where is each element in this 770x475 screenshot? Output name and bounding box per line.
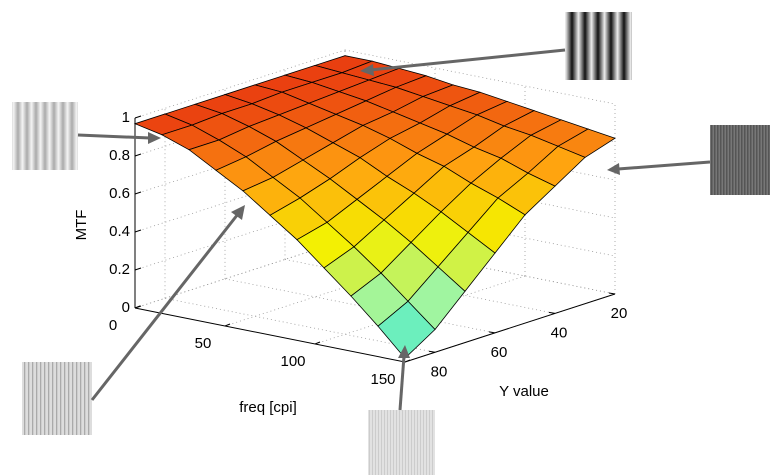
arrow xyxy=(618,162,710,169)
surface xyxy=(135,56,615,359)
z-tick-label: 1 xyxy=(122,109,130,126)
arrow xyxy=(78,135,150,138)
y-tick-label: 80 xyxy=(431,363,448,380)
grating-image xyxy=(565,12,632,80)
tick-mark xyxy=(135,116,141,118)
tick-mark xyxy=(489,332,495,333)
x-tick-label: 0 xyxy=(109,317,117,334)
tick-mark xyxy=(429,351,435,352)
x-tick-label: 50 xyxy=(195,335,212,352)
tick-mark xyxy=(609,293,615,294)
z-tick-label: 0.2 xyxy=(109,261,130,278)
tick-mark xyxy=(135,154,141,156)
chart: 0 0.2 0.4 0.6 0.8 1 0 50 100 150 20 40 60 80 MTF freq… xyxy=(0,0,770,475)
y-tick-label: 40 xyxy=(551,324,568,341)
tick-mark xyxy=(135,192,141,194)
grating-image xyxy=(368,410,435,475)
tick-mark xyxy=(135,268,141,270)
x-tick-label: 100 xyxy=(280,353,305,370)
z-axis-title: MTF xyxy=(73,210,90,241)
arrow-head xyxy=(607,163,620,175)
grating-image xyxy=(22,362,92,435)
arrow-head xyxy=(231,205,245,220)
page: {"chart_data": { "type": "surface", "zla… xyxy=(0,0,770,475)
y-tick-label: 60 xyxy=(491,344,508,361)
z-tick-label: 0.6 xyxy=(109,185,130,202)
z-tick-label: 0.4 xyxy=(109,223,130,240)
z-tick-label: 0 xyxy=(122,299,130,316)
y-axis-title: Y value xyxy=(499,383,549,400)
grating-image xyxy=(12,102,78,170)
grating-image xyxy=(710,125,770,195)
tick-mark xyxy=(135,230,141,232)
arrow xyxy=(370,50,565,70)
arrow xyxy=(400,356,404,410)
x-axis xyxy=(135,308,405,362)
x-tick-label: 150 xyxy=(370,371,395,388)
z-tick-label: 0.8 xyxy=(109,147,130,164)
tick-mark xyxy=(549,312,555,313)
y-tick-label: 20 xyxy=(611,305,628,322)
x-axis-title: freq [cpi] xyxy=(239,399,297,416)
